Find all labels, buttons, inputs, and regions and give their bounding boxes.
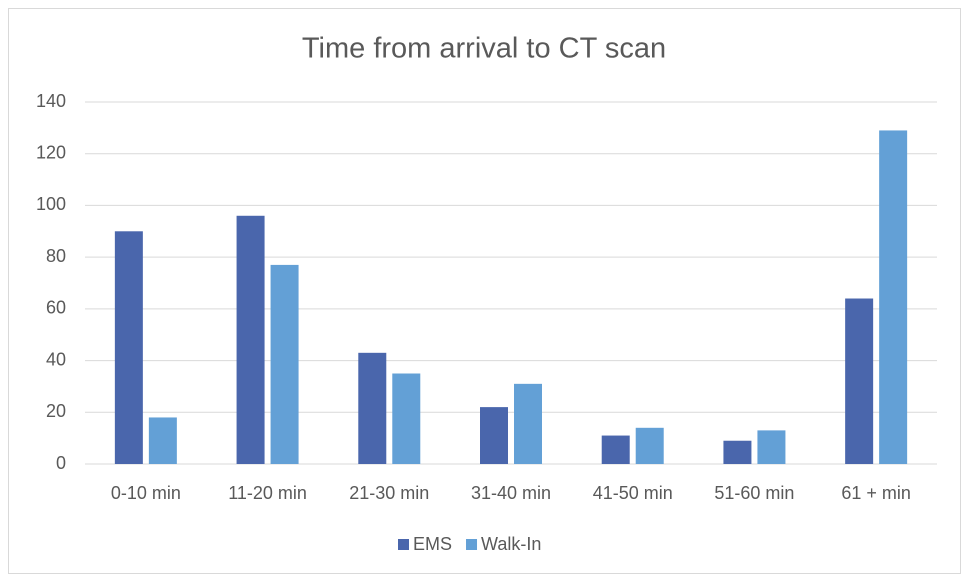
x-tick-label: 41-50 min [593, 483, 673, 503]
y-tick-label: 100 [36, 194, 66, 214]
bar [392, 373, 421, 464]
bar [514, 383, 542, 464]
y-tick-label: 140 [36, 91, 66, 111]
legend-label: Walk-In [481, 534, 541, 554]
bar [270, 264, 299, 464]
legend-swatch [466, 539, 478, 550]
bar [757, 430, 786, 464]
y-tick-label: 0 [56, 453, 66, 473]
legend-swatch [398, 539, 409, 550]
x-tick-label: 61 + min [841, 483, 911, 503]
bar [723, 440, 752, 464]
y-tick-label: 120 [36, 142, 66, 162]
bar [358, 352, 387, 464]
x-tick-label: 51-60 min [714, 483, 794, 503]
legend-label: EMS [413, 534, 452, 554]
bar [480, 407, 508, 464]
bar [601, 435, 630, 464]
chart-border [8, 8, 961, 574]
bar [845, 298, 874, 464]
y-tick-label: 20 [46, 401, 66, 421]
x-tick-label: 0-10 min [111, 483, 181, 503]
bar [635, 427, 664, 464]
x-tick-label: 21-30 min [349, 483, 429, 503]
bar [114, 231, 143, 464]
x-tick-label: 11-20 min [228, 483, 307, 503]
bar [148, 417, 177, 464]
x-tick-label: 31-40 min [471, 483, 551, 503]
y-tick-label: 80 [46, 246, 66, 266]
y-tick-label: 40 [46, 349, 66, 369]
chart-title: Time from arrival to CT scan [302, 33, 666, 65]
bar [879, 130, 908, 464]
bar [236, 215, 265, 464]
y-tick-label: 60 [46, 298, 66, 318]
